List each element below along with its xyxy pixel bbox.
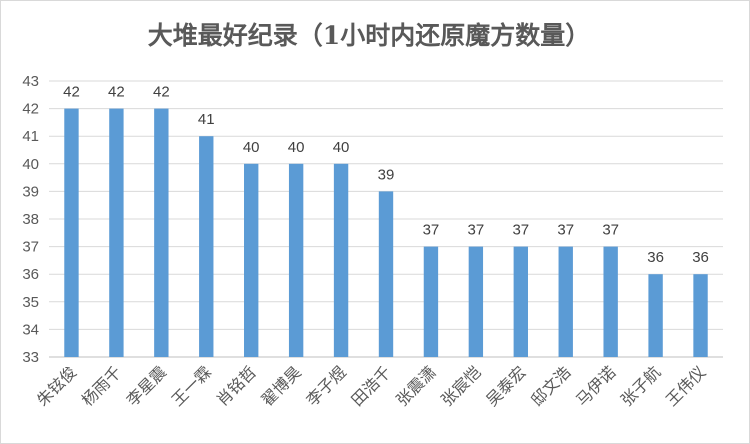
x-tick-label: 李子煜 [303, 362, 350, 409]
bar [154, 108, 169, 357]
bar [468, 246, 484, 357]
x-tick-label: 翟博昊 [258, 362, 305, 409]
y-tick-label: 37 [22, 239, 39, 256]
chart-title: 大堆最好纪录（1小时内还原魔方数量） [148, 21, 590, 50]
x-tick-label: 张震潇 [392, 362, 439, 409]
y-tick-label: 41 [22, 128, 39, 145]
x-tick-label: 李星震 [123, 362, 170, 409]
x-tick-label: 吴泰宏 [482, 362, 529, 409]
y-tick-label: 38 [22, 211, 39, 228]
bar [423, 246, 439, 357]
data-labels: 42 42 42 41 40 40 40 39 37 37 37 37 37 36 36 [63, 84, 709, 267]
data-label: 37 [512, 222, 529, 239]
x-tick-label: 邸文浩 [527, 362, 574, 409]
x-tick-label: 张宸恺 [437, 362, 484, 409]
data-label: 37 [468, 222, 485, 239]
bar [109, 108, 124, 357]
y-tick-label: 34 [22, 321, 39, 338]
y-tick-label: 36 [22, 266, 39, 283]
data-label: 42 [108, 84, 125, 101]
data-label: 42 [153, 84, 170, 101]
y-tick-label: 42 [22, 101, 39, 118]
data-label: 36 [692, 249, 709, 266]
x-tick-label: 王一霖 [168, 362, 215, 409]
bar [513, 246, 528, 357]
y-tick-label: 39 [22, 183, 39, 200]
bars [64, 108, 708, 357]
bar [64, 108, 79, 357]
y-tick-label: 40 [22, 156, 39, 173]
x-tick-label: 张子航 [617, 362, 664, 409]
x-axis-ticks: 朱铉俊杨雨千李星震王一霖肖铭哲翟博昊李子煜田浩千张震潇张宸恺吴泰宏邸文浩马伊诺张… [33, 362, 709, 409]
data-label: 37 [423, 222, 440, 239]
y-tick-label: 35 [22, 294, 39, 311]
bar [558, 246, 573, 357]
bar [288, 163, 304, 357]
bar [333, 163, 349, 357]
data-label: 41 [198, 111, 215, 128]
data-label: 37 [557, 222, 574, 239]
bar [199, 136, 214, 357]
x-tick-label: 马伊诺 [572, 362, 619, 409]
y-tick-label: 43 [22, 73, 39, 90]
data-label: 40 [243, 139, 260, 156]
x-tick-label: 肖铭哲 [213, 362, 260, 409]
data-label: 37 [602, 222, 619, 239]
bar [648, 274, 663, 357]
data-label: 40 [288, 139, 305, 156]
data-label: 42 [63, 84, 80, 101]
bar [244, 163, 259, 357]
data-label: 39 [378, 166, 395, 183]
x-tick-label: 田浩千 [347, 362, 394, 409]
bar [693, 274, 708, 357]
x-tick-label: 杨雨千 [78, 362, 125, 409]
y-axis-ticks: 33 34 35 36 37 38 39 40 41 42 43 [22, 73, 39, 366]
bar [603, 246, 618, 357]
y-tick-label: 33 [22, 349, 39, 366]
x-tick-label: 朱铉俊 [33, 362, 80, 409]
bar [378, 191, 394, 357]
data-label: 36 [647, 249, 664, 266]
x-tick-label: 王伟仪 [662, 362, 709, 409]
data-label: 40 [333, 139, 350, 156]
